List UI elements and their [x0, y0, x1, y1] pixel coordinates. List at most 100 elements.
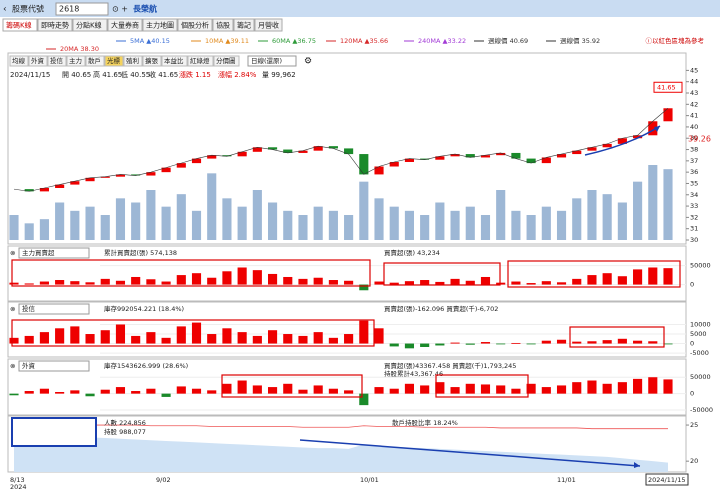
panel-stat: 庫存1543626.999 (28.6%) [104, 361, 188, 370]
tab[interactable] [107, 18, 143, 32]
panel-stat: 買賣超(張) 43,234 [384, 248, 440, 257]
selector[interactable] [18, 360, 90, 372]
candle [115, 174, 126, 177]
flow-bar [161, 393, 171, 397]
toolbar-button[interactable] [28, 55, 48, 67]
y-tick-label: -5000 [690, 349, 709, 357]
toolbar-button[interactable] [142, 55, 162, 67]
volume-bar [633, 181, 643, 240]
quote-field: 量 99,962 [262, 71, 296, 79]
flow-bar [450, 342, 460, 344]
tab[interactable] [254, 18, 283, 32]
y-tick-label: 45 [690, 66, 698, 74]
x-label: 10/01 [360, 476, 379, 484]
settings-icon[interactable]: ⚙ [304, 57, 312, 67]
flow-bar [480, 276, 491, 285]
flow-bar [207, 390, 217, 394]
flow-bar [496, 385, 506, 394]
flow-bar [283, 383, 293, 394]
volume-bar [85, 206, 95, 240]
tab[interactable] [177, 18, 213, 32]
legend-label: 120MA ▲35.66 [340, 37, 388, 45]
flow-bar [404, 281, 415, 285]
tab[interactable] [212, 18, 234, 32]
panel-stat: 持股 988,077 [104, 427, 146, 436]
toolbar-button[interactable] [187, 55, 214, 67]
volume-bar [389, 206, 399, 240]
flow-bar [450, 278, 460, 285]
volume-bar [480, 215, 491, 240]
flow-bar [648, 267, 658, 285]
tab[interactable] [37, 18, 73, 32]
holders-line [14, 423, 668, 430]
toolbar-button[interactable] [104, 55, 124, 67]
tab[interactable] [72, 18, 108, 32]
flow-bar [237, 380, 247, 394]
flow-bar [115, 324, 126, 344]
y-tick-label: 30 [690, 236, 698, 244]
back-button[interactable]: ‹ [3, 5, 7, 15]
highlight-box [221, 374, 363, 398]
quote-field: 漲跌 1.15 [179, 70, 211, 79]
tab[interactable] [233, 18, 255, 32]
candle [663, 108, 673, 122]
stock-name: 長榮航 [133, 4, 157, 14]
flow-bar [450, 387, 460, 394]
tabs: 籌碼K線 即時走勢 分點K線 大量券商 主力地圖 個股分析 協股 籌記 月營收 [2, 18, 283, 32]
flow-bar [298, 389, 308, 394]
panel-stat: 散戶持股比率 18.24% [392, 418, 458, 427]
tab[interactable] [142, 18, 178, 32]
flow-bar [389, 388, 399, 394]
toolbar-button[interactable] [123, 55, 143, 67]
toolbar-button[interactable] [9, 55, 29, 67]
flow-bar [404, 343, 415, 349]
selector[interactable] [18, 303, 90, 315]
flow-bar [252, 270, 262, 285]
flow-bar [556, 339, 567, 344]
flow-bar [344, 390, 354, 394]
flow-bar [404, 383, 415, 394]
candle [617, 138, 627, 144]
panel-stat: 買賣超(張)43367.458 買賣超(千)1,793,245 [384, 361, 516, 370]
y-tick-label: 50000 [690, 373, 711, 381]
toolbar-label: 均線 [12, 56, 26, 65]
candle [131, 174, 141, 176]
candle [541, 157, 551, 164]
legend-label: 240MA ▲33.22 [418, 37, 466, 45]
flow-bar [465, 343, 475, 345]
flow-bar [70, 326, 80, 344]
candle [313, 146, 323, 151]
flow-bar [435, 343, 445, 346]
highlight-box [569, 326, 665, 348]
y-tick-label: 10000 [690, 320, 711, 328]
flow-bar [55, 392, 65, 394]
toolbar-button[interactable] [213, 55, 240, 67]
flow-bar [511, 281, 521, 285]
flow-bar [24, 391, 34, 394]
toolbar-button[interactable] [66, 55, 86, 67]
flow-bar [313, 332, 323, 344]
flow-bar [131, 276, 141, 285]
candle [100, 176, 110, 178]
search-icons[interactable]: ⊙ + [112, 5, 128, 14]
selector-label: 外資 [22, 361, 36, 370]
note: ⓘ以紅色區塊為參考 [646, 36, 705, 45]
volume-bar [359, 181, 369, 240]
toolbar-label: 本益比 [164, 56, 184, 65]
flow-bar [344, 334, 354, 344]
period-select[interactable] [247, 55, 297, 67]
code-input[interactable] [55, 2, 109, 16]
flow-bar [161, 281, 171, 285]
flow-bar [252, 335, 262, 344]
candle [267, 147, 278, 150]
x-label: 9/02 [156, 476, 171, 484]
volume-bar [617, 202, 627, 240]
toolbar-button[interactable] [47, 55, 67, 67]
tab[interactable] [2, 18, 38, 32]
flow-bar [85, 393, 95, 397]
flow-bar [526, 283, 536, 285]
selector[interactable] [18, 247, 90, 259]
toolbar-button[interactable] [85, 55, 105, 67]
toolbar-button[interactable] [161, 55, 188, 67]
